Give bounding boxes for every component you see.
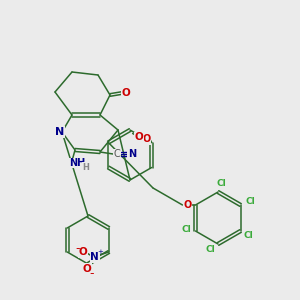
Text: +: + — [97, 249, 103, 255]
Text: -: - — [76, 242, 80, 256]
Text: Cl: Cl — [246, 197, 255, 206]
Text: -: - — [89, 268, 94, 281]
Text: O: O — [142, 134, 151, 145]
Text: Cl: Cl — [182, 224, 191, 233]
Text: O: O — [78, 247, 87, 257]
Text: Cl: Cl — [205, 244, 215, 253]
Text: N: N — [90, 252, 99, 262]
Text: NH: NH — [69, 158, 85, 168]
Text: O: O — [134, 133, 143, 142]
Text: O: O — [82, 264, 91, 274]
Text: N: N — [56, 127, 64, 137]
Text: C: C — [114, 149, 120, 159]
Text: N: N — [128, 149, 136, 159]
Text: Cl: Cl — [244, 232, 254, 241]
Text: O: O — [183, 200, 192, 210]
Text: Cl: Cl — [216, 179, 226, 188]
Text: O: O — [122, 88, 130, 98]
Text: H: H — [82, 163, 89, 172]
